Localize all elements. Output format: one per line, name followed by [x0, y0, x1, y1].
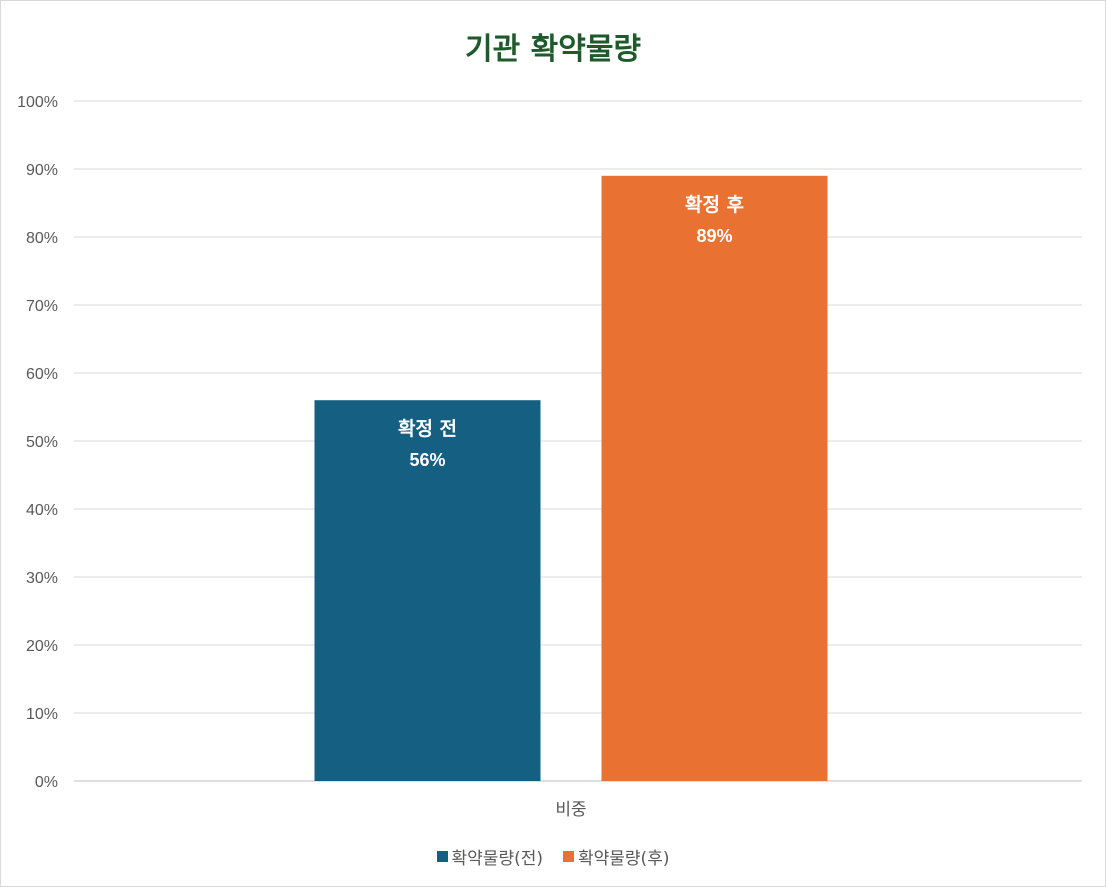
y-tick-label: 40%	[26, 502, 58, 519]
bar	[601, 175, 828, 782]
y-tick-label: 10%	[26, 706, 58, 723]
y-tick-label: 0%	[35, 774, 58, 791]
y-tick-label: 50%	[26, 434, 58, 451]
data-label-value: 89%	[696, 226, 732, 246]
data-label-value: 56%	[409, 450, 445, 470]
y-tick-label: 60%	[26, 366, 58, 383]
legend-label-before: 확약물량(전)	[451, 849, 543, 869]
x-category-label: 비중	[555, 800, 586, 820]
y-tick-label: 90%	[26, 162, 58, 179]
legend-item-before: 확약물량(전)	[436, 844, 543, 869]
y-tick-label: 30%	[26, 570, 58, 587]
chart-legend: 확약물량(전) 확약물량(후)	[0, 844, 1106, 869]
data-label-name: 확정 후	[685, 193, 744, 216]
legend-label-after: 확약물량(후)	[578, 849, 670, 869]
chart-title: 기관 확약물량	[464, 32, 642, 67]
bar	[314, 400, 541, 781]
legend-swatch-after	[563, 851, 574, 862]
y-tick-label: 100%	[17, 94, 58, 111]
data-label-name: 확정 전	[398, 417, 457, 440]
y-tick-label: 20%	[26, 638, 58, 655]
y-tick-label: 70%	[26, 298, 58, 315]
y-tick-label: 80%	[26, 230, 58, 247]
legend-item-after: 확약물량(후)	[563, 844, 669, 869]
legend-swatch-before	[436, 851, 448, 862]
